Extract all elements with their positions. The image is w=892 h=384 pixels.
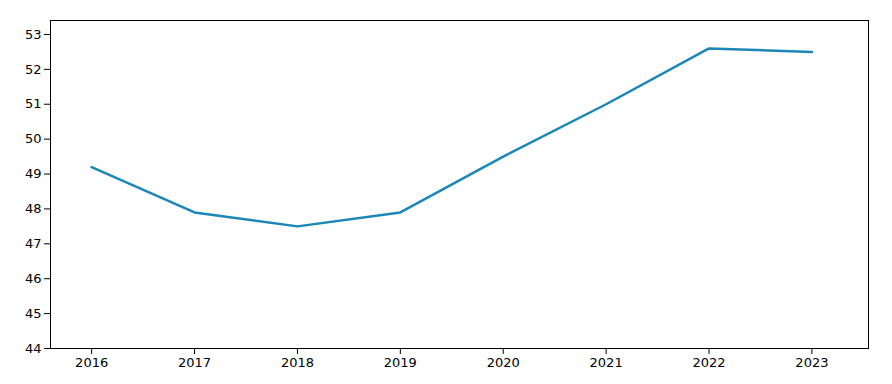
svg-text:2019: 2019 bbox=[384, 355, 417, 370]
svg-text:51: 51 bbox=[25, 96, 42, 111]
svg-text:2022: 2022 bbox=[692, 355, 725, 370]
svg-text:47: 47 bbox=[25, 236, 42, 251]
svg-text:2020: 2020 bbox=[487, 355, 520, 370]
svg-text:48: 48 bbox=[25, 201, 42, 216]
svg-text:52: 52 bbox=[25, 62, 42, 77]
svg-text:2023: 2023 bbox=[795, 355, 828, 370]
svg-text:49: 49 bbox=[25, 166, 42, 181]
svg-text:45: 45 bbox=[25, 306, 42, 321]
svg-text:44: 44 bbox=[25, 341, 42, 356]
svg-text:50: 50 bbox=[25, 131, 42, 146]
svg-text:2016: 2016 bbox=[75, 355, 108, 370]
svg-text:46: 46 bbox=[25, 271, 42, 286]
svg-text:2021: 2021 bbox=[590, 355, 623, 370]
svg-text:2017: 2017 bbox=[178, 355, 211, 370]
svg-text:53: 53 bbox=[25, 27, 42, 42]
svg-text:2018: 2018 bbox=[281, 355, 314, 370]
